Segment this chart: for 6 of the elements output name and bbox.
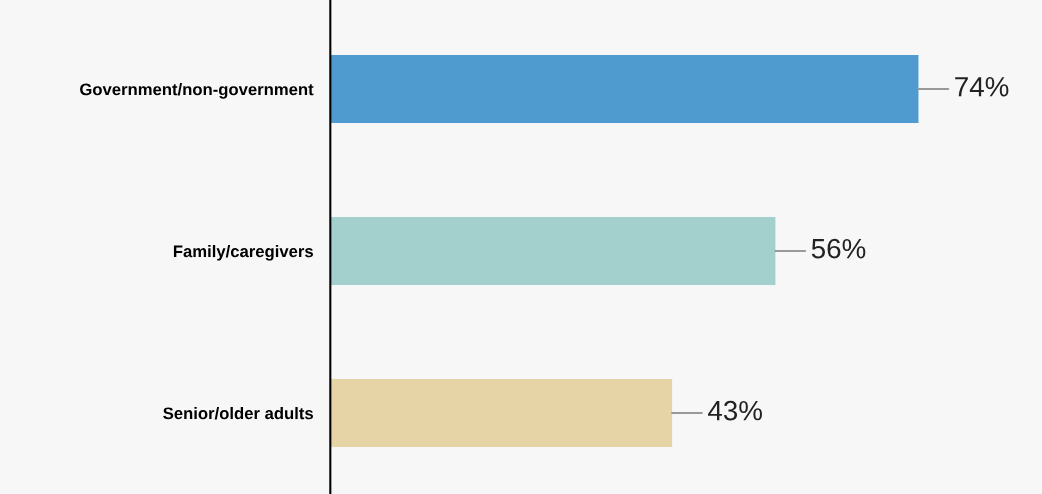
y-tick-label: Senior/older adults bbox=[163, 406, 313, 420]
data-label: 56% bbox=[811, 238, 866, 259]
data-label: 74% bbox=[955, 76, 1009, 97]
y-tick-label: Family/caregivers bbox=[173, 245, 313, 261]
data-label: 43% bbox=[708, 400, 762, 421]
y-tick-label: Government/non-government bbox=[80, 83, 314, 99]
